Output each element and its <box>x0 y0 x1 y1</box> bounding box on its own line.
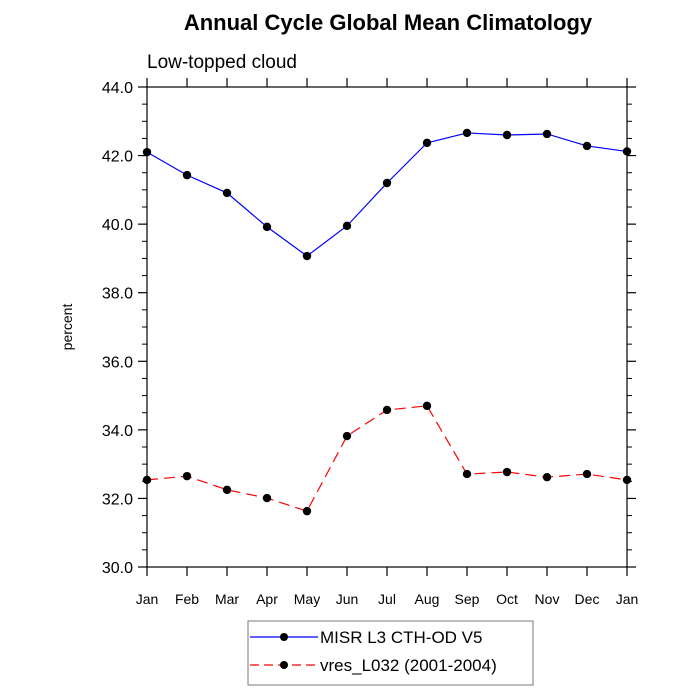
legend-marker <box>280 633 288 641</box>
axis-ticks <box>138 78 636 576</box>
legend-box <box>247 620 534 686</box>
data-point <box>462 128 472 138</box>
x-tick-label: Jun <box>336 591 359 607</box>
x-tick-label: Apr <box>256 591 278 607</box>
data-point <box>582 469 592 479</box>
legend-item: MISR L3 CTH-OD V5 <box>250 628 482 647</box>
legend-label: vres_L032 (2001-2004) <box>320 656 497 675</box>
data-point <box>342 221 352 231</box>
x-tick-label: May <box>294 591 320 607</box>
legend: MISR L3 CTH-OD V5 vres_L032 (2001-2004) <box>247 620 534 686</box>
data-point <box>462 469 472 479</box>
data-point <box>422 138 432 148</box>
data-point <box>382 178 392 188</box>
legend-item: vres_L032 (2001-2004) <box>250 656 497 675</box>
data-point <box>222 485 232 495</box>
data-point <box>502 467 512 477</box>
x-tick-label: Jul <box>378 591 396 607</box>
data-point <box>302 251 312 261</box>
y-tick-label: 30.0 <box>102 560 133 577</box>
data-point <box>182 471 192 481</box>
y-tick-label: 42.0 <box>102 149 133 166</box>
data-point <box>262 493 272 503</box>
y-tick-labels: 30.0 32.0 34.0 36.0 38.0 40.0 42.0 44.0 <box>102 80 133 577</box>
data-point <box>502 130 512 140</box>
y-tick-label: 32.0 <box>102 491 133 508</box>
x-tick-label: Feb <box>175 591 199 607</box>
legend-label: MISR L3 CTH-OD V5 <box>320 628 482 647</box>
y-tick-label: 44.0 <box>102 80 133 97</box>
data-point <box>422 401 432 411</box>
y-tick-label: 36.0 <box>102 354 133 371</box>
series-layer <box>142 128 632 516</box>
data-point <box>222 188 232 198</box>
y-tick-label: 38.0 <box>102 286 133 303</box>
x-tick-label: Oct <box>496 591 518 607</box>
x-tick-label: Jan <box>136 591 159 607</box>
chart-title: Annual Cycle Global Mean Climatology <box>184 10 593 35</box>
data-point <box>182 170 192 180</box>
chart-subtitle: Low-topped cloud <box>147 52 297 73</box>
legend-marker <box>280 661 288 669</box>
data-point <box>262 222 272 232</box>
x-tick-label: Jan <box>616 591 639 607</box>
x-tick-label: Sep <box>455 591 480 607</box>
data-point <box>342 431 352 441</box>
series-line <box>146 132 628 257</box>
y-tick-label: 34.0 <box>102 423 133 440</box>
series-line <box>146 405 628 512</box>
x-tick-label: Dec <box>575 591 600 607</box>
y-axis-label: percent <box>59 304 75 351</box>
x-tick-label: Aug <box>415 591 440 607</box>
data-point <box>302 506 312 516</box>
data-point <box>542 129 552 139</box>
plot-frame <box>146 86 628 568</box>
series-2 <box>142 401 632 516</box>
y-tick-label: 40.0 <box>102 217 133 234</box>
x-tick-label: Nov <box>535 591 560 607</box>
data-point <box>382 405 392 415</box>
data-point <box>582 141 592 151</box>
x-tick-labels: Jan Feb Mar Apr May Jun Jul Aug Sep Oct Nov Dec Jan <box>136 591 639 607</box>
data-point <box>542 472 552 482</box>
x-tick-label: Mar <box>215 591 239 607</box>
series-1 <box>142 128 632 261</box>
